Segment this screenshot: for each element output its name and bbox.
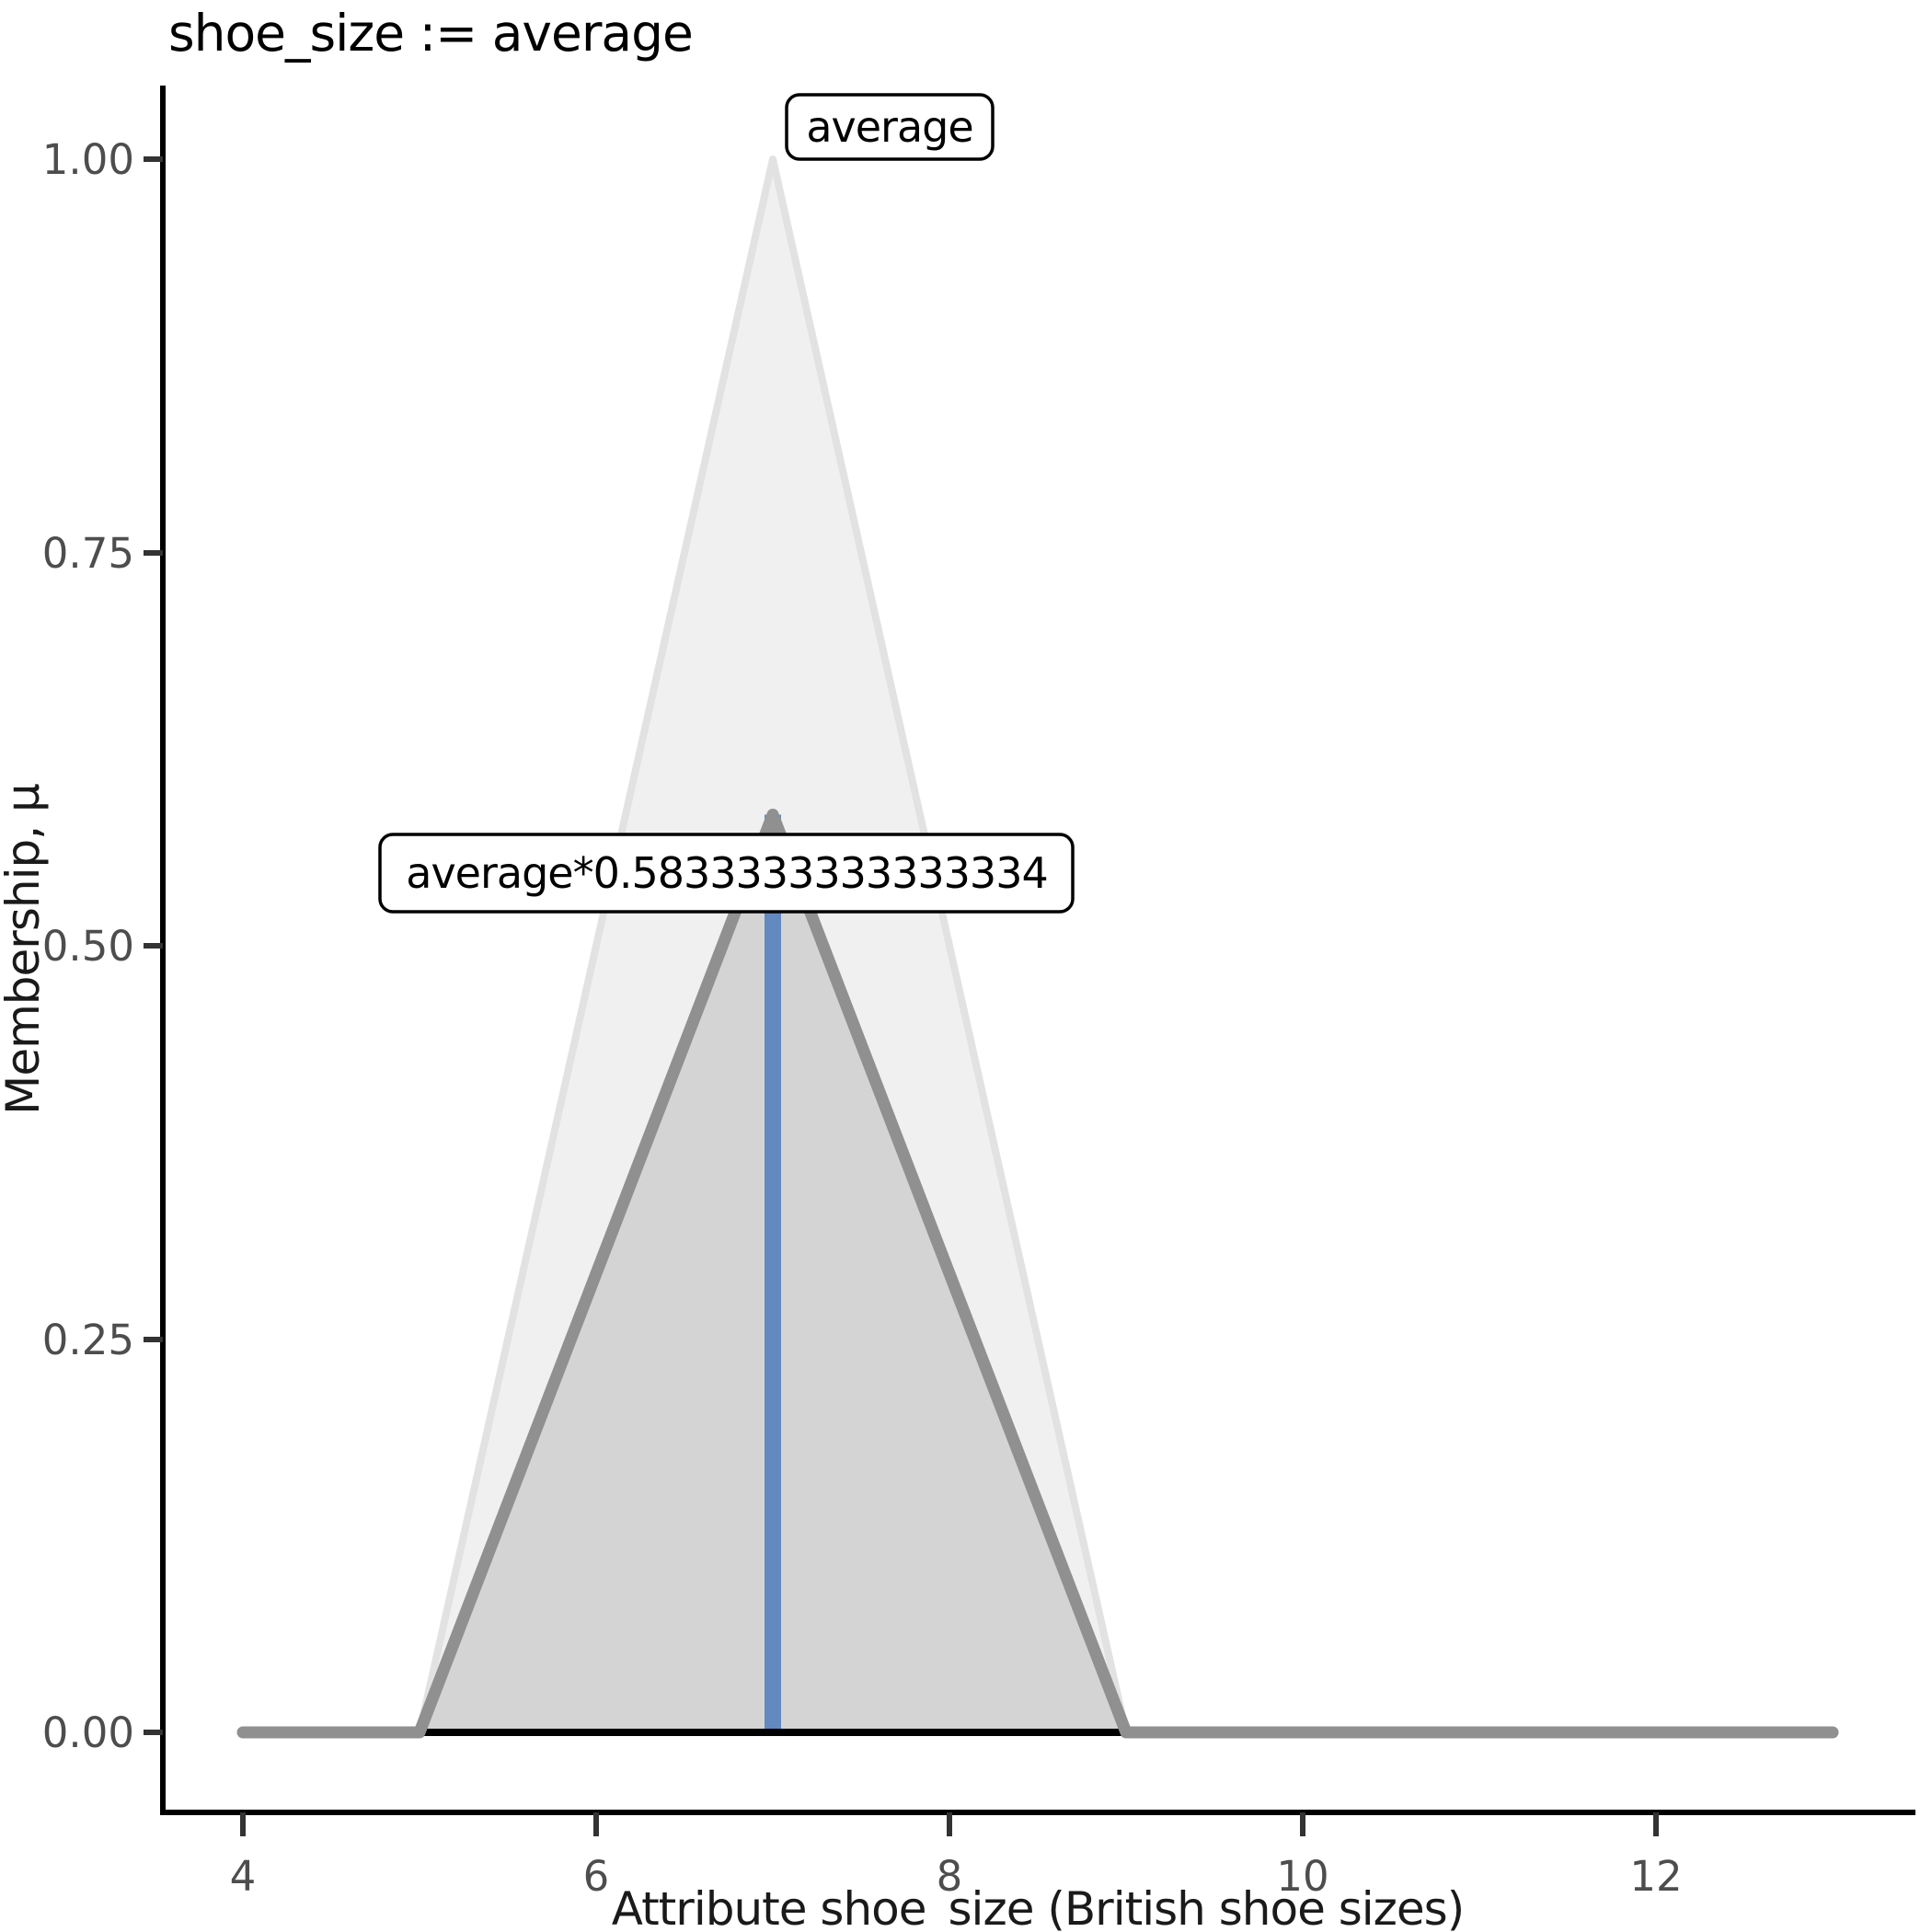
x-axis-title: Attribute shoe_size (British shoe sizes)	[612, 1882, 1464, 1932]
y-tick-label: 0.25	[42, 1316, 134, 1364]
series-scaled-area	[243, 814, 1833, 1732]
label-average: average	[785, 93, 995, 161]
y-tick-label: 0.75	[42, 529, 134, 578]
x-tick-label: 8	[937, 1852, 963, 1901]
series-scaled-outline	[236, 809, 1839, 1739]
label-average-scaled-text: average*0.5833333333333334	[406, 848, 1047, 898]
chart-title: shoe_size := average	[168, 4, 693, 63]
x-tick-label: 6	[583, 1852, 610, 1901]
x-tick-label: 4	[230, 1852, 257, 1901]
label-average-text: average	[806, 102, 972, 152]
y-tick-label: 1.00	[42, 135, 134, 184]
label-average-scaled-box	[378, 833, 1075, 914]
x-tick-label: 10	[1276, 1852, 1328, 1901]
label-average-scaled: average*0.5833333333333334	[378, 833, 1075, 914]
label-average-box	[785, 93, 995, 161]
y-tick-label: 0.00	[42, 1708, 134, 1757]
y-axis-title: Membership, μ	[0, 784, 50, 1115]
y-tick-label: 0.50	[42, 922, 134, 971]
x-tick-label: 12	[1629, 1852, 1682, 1901]
